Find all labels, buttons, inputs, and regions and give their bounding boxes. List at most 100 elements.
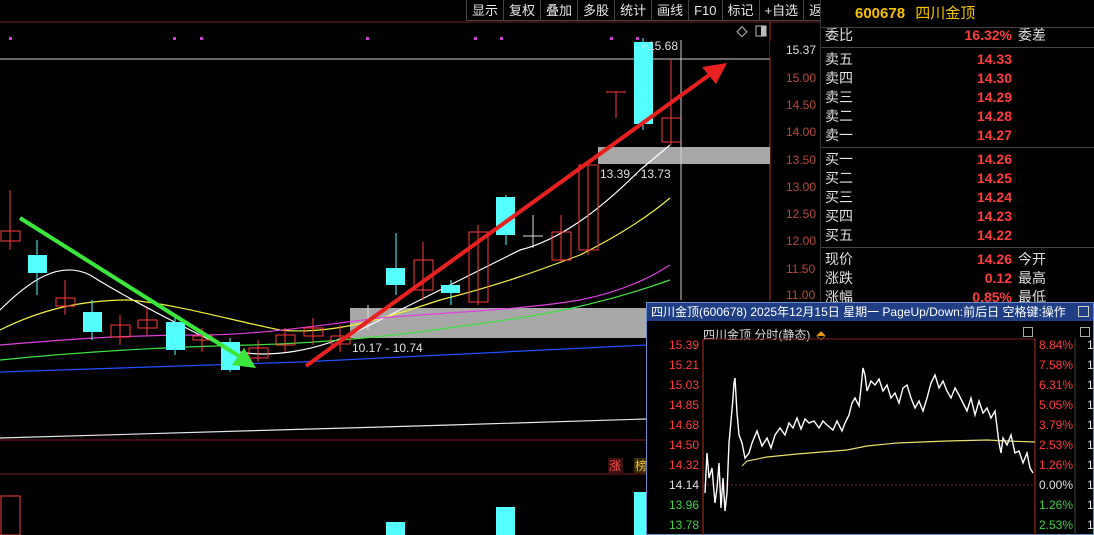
popup-title[interactable]: 四川金顶(600678) 2025年12月15日 星期一 PageUp/Down… [647, 303, 1093, 321]
intraday-popup[interactable]: 四川金顶(600678) 2025年12月15日 星期一 PageUp/Down… [646, 302, 1094, 535]
intraday-canvas[interactable]: 15.39 15.21 15.03 14.85 14.68 14.50 14.3… [647, 303, 1094, 535]
left-axis-label: 14.14 [669, 478, 699, 492]
multi-stock-button[interactable]: 多股 [577, 0, 614, 21]
stat-row: 现价 14.26 今开 [821, 250, 1094, 269]
right-axis-label: 0.00% [1039, 478, 1073, 492]
y-label: 14.50 [786, 98, 816, 112]
left-axis-label: 15.03 [669, 378, 699, 392]
far-right-label: 1 [1087, 398, 1094, 412]
stats-list: 现价 14.26 今开 涨跌 0.12 最高 涨幅 0.85% 最低 [821, 250, 1094, 307]
f10-button[interactable]: F10 [688, 0, 721, 21]
y-label: 12.00 [786, 234, 816, 248]
bid-row[interactable]: 买三 14.24 [821, 188, 1094, 207]
green-arrow [18, 216, 256, 368]
sort-arrow-icon[interactable]: ⬘ [816, 328, 826, 342]
y-label: 12.50 [786, 207, 816, 221]
bid-list: 买一 14.26 买二 14.25 买三 14.24 买四 14.23 买五 14.22 [821, 150, 1094, 245]
stat-label-2: 最低 [1018, 289, 1046, 305]
badge-bang: 榜 [635, 458, 647, 473]
left-axis-label: 15.21 [669, 358, 699, 372]
right-axis-label: 2.53% [1039, 518, 1073, 532]
ma60-line [0, 344, 647, 373]
far-right-label: 1 [1087, 338, 1094, 352]
draw-line-button[interactable]: 画线 [651, 0, 688, 21]
ask-row[interactable]: 卖四 14.30 [821, 69, 1094, 88]
left-axis-label: 14.32 [669, 458, 699, 472]
ask-row[interactable]: 卖三 14.29 [821, 88, 1094, 107]
ask-row[interactable]: 卖一 14.27 [821, 126, 1094, 145]
right-axis-label: 2.53% [1039, 438, 1073, 452]
add-watchlist-button[interactable]: +自选 [758, 0, 804, 21]
weibi-value: 16.32% [964, 27, 1012, 43]
kline-canvas[interactable]: 15.37 15.00 14.50 14.00 13.50 13.00 12.5… [0, 0, 820, 535]
stock-header: 600678 四川金顶 [821, 0, 1094, 28]
stat-label-2: 今开 [1018, 251, 1046, 267]
badge-zhang: 涨 [609, 458, 621, 473]
ask-price: 14.30 [976, 70, 1012, 86]
bid-label: 买一 [825, 151, 853, 167]
ask-row[interactable]: 卖五 14.33 [821, 50, 1094, 69]
right-axis-label: 3.79% [1039, 418, 1073, 432]
close-icon[interactable] [1078, 306, 1089, 317]
weicha-label: 委差 [1018, 27, 1046, 43]
chart-corner-icons [736, 25, 767, 38]
y-label-current: 15.37 [786, 43, 816, 57]
upper-zone-label: 13.39 - 13.73 [600, 167, 671, 181]
bid-row[interactable]: 买一 14.26 [821, 150, 1094, 169]
statistics-button[interactable]: 统计 [614, 0, 651, 21]
bid-row[interactable]: 买五 14.22 [821, 226, 1094, 245]
left-axis-label: 14.50 [669, 438, 699, 452]
right-axis-label: 1.26% [1039, 498, 1073, 512]
signal-dots [9, 37, 639, 40]
price-line [704, 367, 1034, 512]
bid-price: 14.24 [976, 189, 1012, 205]
y-label: 11.00 [786, 288, 815, 302]
stat-label: 涨幅 [825, 289, 853, 305]
bid-row[interactable]: 买四 14.23 [821, 207, 1094, 226]
adjust-button[interactable]: 复权 [503, 0, 540, 21]
ma5-line [0, 144, 671, 355]
resistance-zone [598, 147, 770, 164]
display-button[interactable]: 显示 [466, 0, 503, 21]
y-label: 13.50 [786, 153, 816, 167]
y-label: 13.00 [786, 180, 816, 194]
far-right-label: 1 [1087, 458, 1094, 472]
bid-label: 买二 [825, 170, 853, 186]
right-axis-label: 1.26% [1039, 458, 1073, 472]
far-right-label: 1 [1087, 438, 1094, 452]
ask-price: 14.29 [976, 89, 1012, 105]
stat-row: 涨幅 0.85% 最低 [821, 288, 1094, 307]
weibi-row: 委比 16.32% 委差 [821, 26, 1094, 45]
ma120-line [0, 418, 647, 439]
stat-value: 0.85% [972, 289, 1012, 305]
left-axis-label: 15.39 [669, 338, 699, 352]
right-axis-label: 8.84% [1039, 338, 1073, 352]
far-right-label: 1 [1087, 498, 1094, 512]
right-axis-label: 7.58% [1039, 358, 1073, 372]
bid-price: 14.23 [976, 208, 1012, 224]
y-label: 15.00 [786, 71, 816, 85]
far-right-label: 1 [1087, 418, 1094, 432]
stock-code: 600678 [855, 5, 906, 22]
popup-option-icon[interactable] [1080, 327, 1090, 337]
ask-row[interactable]: 卖二 14.28 [821, 107, 1094, 126]
popup-option-icon[interactable] [1023, 327, 1033, 337]
y-label: 11.50 [786, 262, 815, 276]
weibi-label: 委比 [825, 27, 853, 43]
left-axis-label: 13.78 [669, 518, 699, 532]
overlay-button[interactable]: 叠加 [540, 0, 577, 21]
ma30-line [0, 279, 671, 361]
ask-label: 卖一 [825, 127, 853, 143]
ask-list: 卖五 14.33 卖四 14.30 卖三 14.29 卖二 14.28 卖一 14.27 [821, 50, 1094, 145]
stat-label: 现价 [825, 251, 853, 267]
stat-value: 0.12 [984, 270, 1012, 286]
high-price-label: 15.68 [648, 39, 678, 53]
mark-button[interactable]: 标记 [721, 0, 759, 21]
bid-row[interactable]: 买二 14.25 [821, 169, 1094, 188]
far-right-label: 1 [1087, 518, 1094, 532]
kline-chart[interactable]: 15.37 15.00 14.50 14.00 13.50 13.00 12.5… [0, 0, 820, 535]
stat-label-2: 最高 [1018, 270, 1046, 286]
lower-zone-label: 10.17 - 10.74 [352, 341, 423, 355]
stat-row: 涨跌 0.12 最高 [821, 269, 1094, 288]
red-arrow [304, 63, 727, 368]
